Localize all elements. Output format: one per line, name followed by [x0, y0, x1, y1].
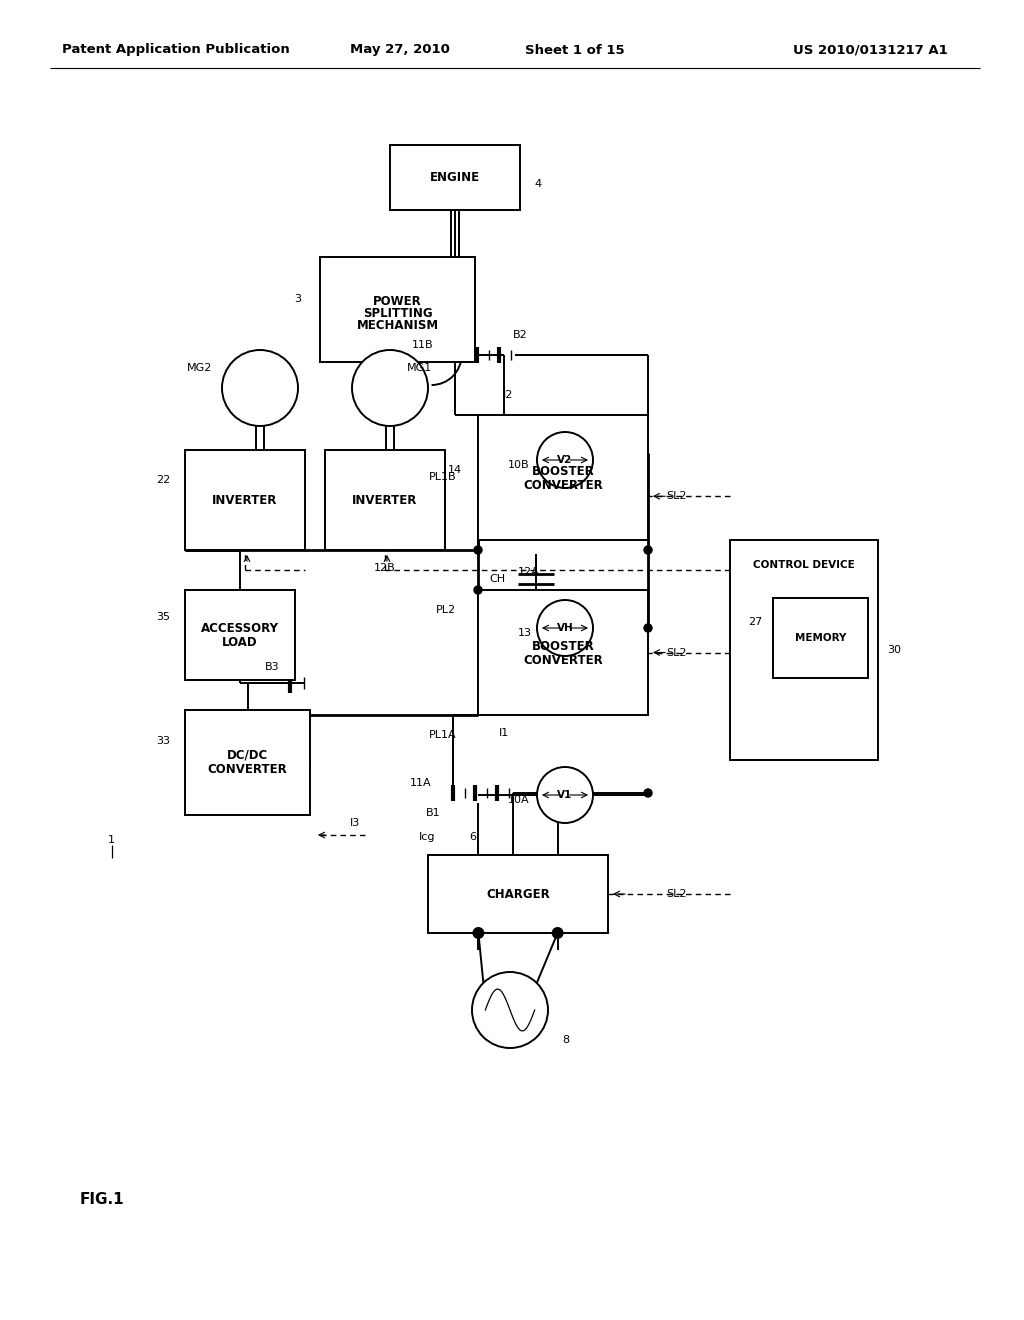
Bar: [185, 590, 295, 680]
Bar: [478, 590, 648, 715]
Text: I3: I3: [350, 818, 360, 828]
Text: MEMORY: MEMORY: [795, 634, 846, 643]
Text: BOOSTER: BOOSTER: [531, 640, 594, 653]
Text: CH: CH: [489, 574, 506, 583]
Text: Sheet 1 of 15: Sheet 1 of 15: [525, 44, 625, 57]
Text: B2: B2: [513, 330, 527, 341]
Text: 12B: 12B: [374, 564, 396, 573]
Bar: [773, 598, 868, 678]
Text: Patent Application Publication: Patent Application Publication: [62, 44, 290, 57]
Text: 8: 8: [562, 1035, 569, 1045]
Text: CHARGER: CHARGER: [486, 887, 550, 900]
Bar: [185, 450, 305, 550]
Circle shape: [473, 928, 483, 939]
Text: ENGINE: ENGINE: [430, 172, 480, 183]
Circle shape: [222, 350, 298, 426]
Text: US 2010/0131217 A1: US 2010/0131217 A1: [793, 44, 947, 57]
Text: INVERTER: INVERTER: [352, 494, 418, 507]
Text: CONTROL DEVICE: CONTROL DEVICE: [753, 560, 855, 570]
Text: 13: 13: [518, 628, 532, 638]
Circle shape: [644, 624, 652, 632]
Text: INVERTER: INVERTER: [212, 494, 278, 507]
Text: PL1B: PL1B: [428, 473, 456, 483]
Text: CONVERTER: CONVERTER: [523, 653, 603, 667]
Circle shape: [537, 601, 593, 656]
Text: SL2: SL2: [666, 491, 686, 502]
Text: SL2: SL2: [666, 888, 686, 899]
Text: MECHANISM: MECHANISM: [356, 319, 438, 333]
Text: May 27, 2010: May 27, 2010: [350, 44, 450, 57]
Circle shape: [474, 586, 482, 594]
Circle shape: [644, 789, 652, 797]
Text: I2: I2: [504, 389, 514, 400]
Text: MG1: MG1: [408, 363, 432, 374]
Text: I1: I1: [499, 729, 509, 738]
Text: POWER: POWER: [373, 294, 422, 308]
Text: SL2: SL2: [666, 648, 686, 657]
Text: B3: B3: [264, 663, 280, 672]
Circle shape: [474, 546, 482, 554]
Text: PL1A: PL1A: [428, 730, 456, 741]
Text: CONVERTER: CONVERTER: [523, 479, 603, 492]
Text: 14: 14: [447, 465, 462, 475]
Bar: [325, 450, 445, 550]
Text: MG2: MG2: [187, 363, 213, 374]
Text: B1: B1: [426, 808, 440, 818]
Text: 10A: 10A: [508, 795, 529, 805]
Circle shape: [537, 767, 593, 822]
Text: 4: 4: [535, 180, 542, 189]
Text: 10B: 10B: [508, 459, 529, 470]
Bar: [478, 414, 648, 540]
Text: 12A: 12A: [518, 568, 540, 577]
Text: 1: 1: [108, 836, 115, 845]
Text: SPLITTING: SPLITTING: [362, 308, 432, 319]
Text: 35: 35: [156, 612, 170, 622]
Text: BOOSTER: BOOSTER: [531, 465, 594, 478]
Circle shape: [553, 928, 562, 939]
Text: LOAD: LOAD: [222, 635, 258, 648]
Text: 22: 22: [156, 475, 170, 484]
Text: DC/DC: DC/DC: [227, 748, 268, 762]
Text: PL2: PL2: [436, 605, 456, 615]
Bar: [185, 710, 310, 814]
Bar: [428, 855, 608, 933]
Text: 11B: 11B: [412, 341, 433, 350]
Text: 30: 30: [887, 645, 901, 655]
Text: 6: 6: [469, 832, 476, 842]
Text: V1: V1: [557, 789, 572, 800]
Bar: [390, 145, 520, 210]
Text: ACCESSORY: ACCESSORY: [201, 622, 279, 635]
Text: CONVERTER: CONVERTER: [208, 763, 288, 776]
Circle shape: [472, 972, 548, 1048]
Text: 27: 27: [748, 616, 762, 627]
Text: VH: VH: [557, 623, 573, 634]
Text: Icg: Icg: [419, 832, 435, 842]
Bar: [730, 540, 878, 760]
Text: V2: V2: [557, 455, 572, 465]
Text: 3: 3: [295, 294, 301, 304]
Text: 11A: 11A: [410, 777, 431, 788]
Bar: [319, 257, 475, 362]
Circle shape: [537, 432, 593, 488]
Circle shape: [644, 546, 652, 554]
Circle shape: [352, 350, 428, 426]
Text: FIG.1: FIG.1: [80, 1192, 125, 1208]
Text: 33: 33: [156, 737, 170, 747]
